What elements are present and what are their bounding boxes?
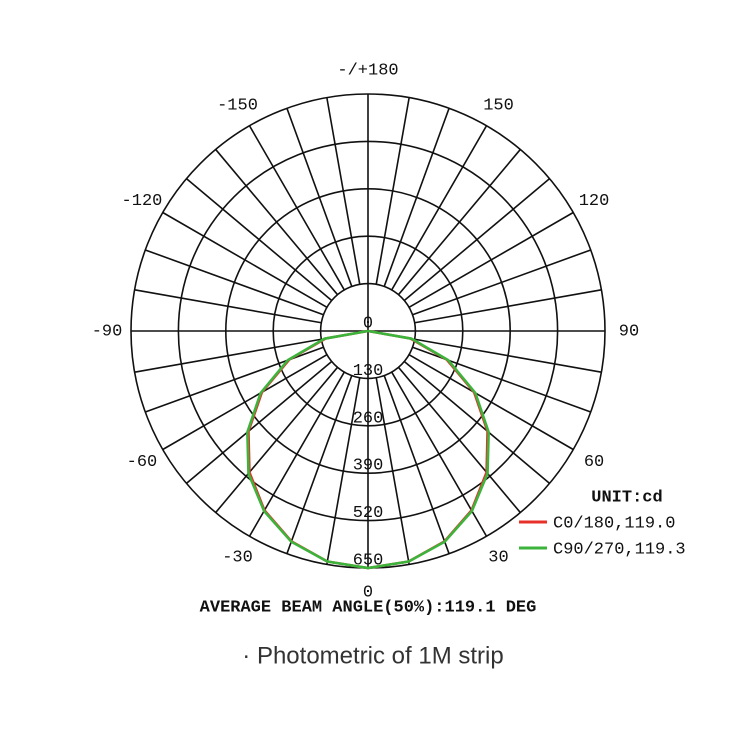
unit-label: UNIT:cd [591,488,662,507]
theta-grid-line [162,354,328,451]
theta-tick-label: -30 [222,549,253,568]
theta-tick-label: -90 [92,322,123,341]
r-tick-label: 260 [353,409,384,428]
r-tick-label: 520 [353,504,384,523]
r-tick-label: 0 [363,314,373,333]
legend-label: C90/270,119.3 [553,540,686,559]
theta-tick-label: 120 [579,192,610,211]
theta-grid-line [408,354,574,451]
theta-tick-label: 90 [619,322,639,341]
spoke [145,249,324,316]
theta-tick-label: -120 [122,192,163,211]
spoke [412,249,591,316]
spoke [286,375,353,554]
theta-grid-line [162,211,328,308]
theta-grid-line [248,371,345,537]
spoke [375,377,410,565]
theta-tick-label: 0 [363,583,373,602]
spoke [383,108,450,287]
spoke [414,338,602,373]
beam-angle-annotation: AVERAGE BEAM ANGLE(50%):119.1 DEG [200,598,537,617]
spoke [397,148,521,296]
spoke [215,148,339,296]
spoke [403,178,551,302]
caption: · Photometric of 1M strip [242,642,503,669]
theta-tick-label: -150 [217,96,258,115]
spoke [326,377,361,565]
spoke [185,360,333,484]
spoke [383,375,450,554]
spoke [185,178,333,302]
theta-grid-line [391,371,488,537]
data-layer [246,329,490,570]
theta-tick-label: 60 [584,453,604,472]
spoke [326,97,361,285]
spoke [286,108,353,287]
theta-tick-label: -/+180 [337,61,398,80]
spoke [403,360,551,484]
spoke [397,366,521,514]
theta-grid-line [248,125,345,291]
spoke [134,289,322,324]
theta-tick-label: 30 [488,549,508,568]
theta-grid-line [391,125,488,291]
theta-tick-label: -60 [127,453,158,472]
r-tick-label: 130 [353,362,384,381]
theta-grid-line [408,211,574,308]
spoke [134,338,322,373]
labels: C0/180,119.0 C90/270,119.3 0 130 260 390 520 65… [92,61,686,602]
series-line [246,329,490,570]
theta-tick-label: 150 [483,96,514,115]
r-tick-label: 650 [353,551,384,570]
spoke [215,366,339,514]
spoke [375,97,410,285]
r-tick-label: 390 [353,457,384,476]
spoke [414,289,602,324]
legend-label: C0/180,119.0 [553,514,675,533]
